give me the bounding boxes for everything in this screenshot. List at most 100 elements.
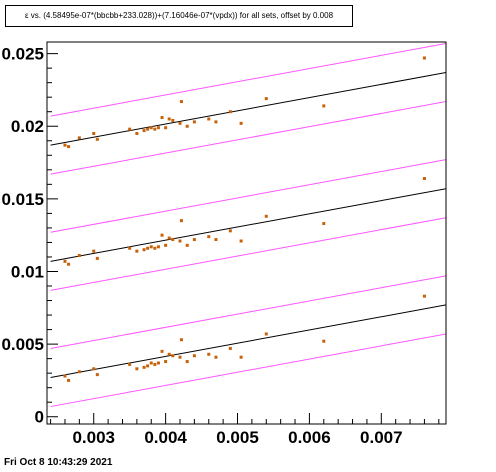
data-point	[149, 126, 153, 130]
data-point	[171, 118, 175, 122]
data-point	[156, 361, 160, 365]
data-point	[153, 127, 157, 131]
data-point	[77, 254, 81, 258]
data-point	[95, 256, 99, 260]
data-point	[92, 367, 96, 371]
error-bands	[50, 42, 446, 408]
data-point	[164, 243, 168, 247]
data-point	[128, 362, 132, 366]
fit-line	[50, 304, 446, 379]
data-point	[164, 360, 168, 364]
data-point	[178, 239, 182, 243]
data-point	[146, 246, 150, 250]
y-tick-label: 0	[35, 408, 44, 427]
data-point	[167, 117, 171, 121]
data-point	[160, 349, 164, 353]
plot-frame	[46, 41, 447, 425]
data-point	[63, 143, 67, 147]
data-point	[207, 235, 211, 239]
y-tick-label: 0.005	[1, 335, 44, 354]
data-point	[239, 239, 243, 243]
data-point	[185, 360, 189, 364]
data-point	[179, 219, 183, 223]
data-point	[128, 246, 132, 250]
data-point	[135, 132, 139, 136]
data-point	[228, 229, 232, 233]
data-point	[322, 104, 326, 108]
data-point	[178, 355, 182, 359]
data-point	[179, 100, 183, 104]
data-point	[239, 121, 243, 125]
data-point	[192, 238, 196, 242]
data-point	[214, 238, 218, 242]
band-lower-line	[50, 217, 446, 291]
data-point	[179, 338, 183, 342]
fit-lines	[50, 72, 446, 379]
y-tick-label: 0.02	[11, 117, 44, 136]
chart-title: ε vs. (4.58495e-07*(bbcbb+233.028))+(7.1…	[5, 5, 353, 27]
data-point	[63, 259, 67, 263]
data-point	[77, 370, 81, 374]
data-point	[63, 374, 67, 378]
y-tick-label: 0.015	[1, 190, 44, 209]
data-points	[63, 56, 426, 382]
data-point	[214, 120, 218, 124]
axes: 0.003 0.004 0.005 0.006 0.007 0 0.005 0.01 0.015…	[1, 41, 447, 447]
data-point	[153, 362, 157, 366]
data-point	[135, 249, 139, 253]
data-point	[239, 355, 243, 359]
fit-line	[50, 72, 446, 146]
data-point	[142, 248, 146, 252]
data-point	[95, 373, 99, 377]
x-tick-label: 0.007	[360, 428, 403, 447]
y-tick-label: 0.025	[1, 45, 44, 64]
x-tick-label: 0.004	[144, 428, 187, 447]
data-point	[228, 346, 232, 350]
band-upper-line	[50, 159, 446, 233]
data-point	[146, 127, 150, 131]
data-point	[92, 132, 96, 136]
data-point	[153, 246, 157, 250]
x-tick-label: 0.006	[288, 428, 331, 447]
band-lower-line	[50, 101, 446, 175]
data-point	[92, 249, 96, 253]
timestamp: Fri Oct 8 10:43:29 2021	[4, 457, 113, 468]
data-point	[160, 116, 164, 120]
x-tick-label: 0.005	[216, 428, 259, 447]
data-point	[192, 120, 196, 124]
data-point	[422, 294, 426, 298]
data-point	[95, 137, 99, 141]
data-point	[192, 354, 196, 358]
data-point	[264, 97, 268, 101]
data-point	[164, 126, 168, 130]
data-point	[422, 56, 426, 60]
data-point	[167, 352, 171, 356]
data-point	[207, 352, 211, 356]
data-point	[128, 127, 132, 131]
data-point	[214, 355, 218, 359]
band-lower-line	[50, 333, 446, 408]
data-point	[171, 238, 175, 242]
data-point	[207, 117, 211, 121]
data-point	[264, 214, 268, 218]
data-point	[322, 222, 326, 226]
y-tick-label: 0.01	[11, 262, 44, 281]
data-point	[149, 245, 153, 249]
data-point	[142, 365, 146, 369]
data-point	[228, 110, 232, 114]
data-point	[156, 245, 160, 249]
data-point	[171, 354, 175, 358]
data-point	[156, 126, 160, 130]
data-point	[160, 233, 164, 237]
data-point	[77, 136, 81, 140]
x-tick-label: 0.003	[72, 428, 115, 447]
data-point	[67, 145, 71, 149]
data-point	[67, 262, 71, 266]
band-upper-line	[50, 275, 446, 349]
data-point	[422, 177, 426, 181]
data-point	[322, 339, 326, 343]
data-point	[146, 364, 150, 368]
data-point	[149, 361, 153, 365]
data-point	[135, 367, 139, 371]
